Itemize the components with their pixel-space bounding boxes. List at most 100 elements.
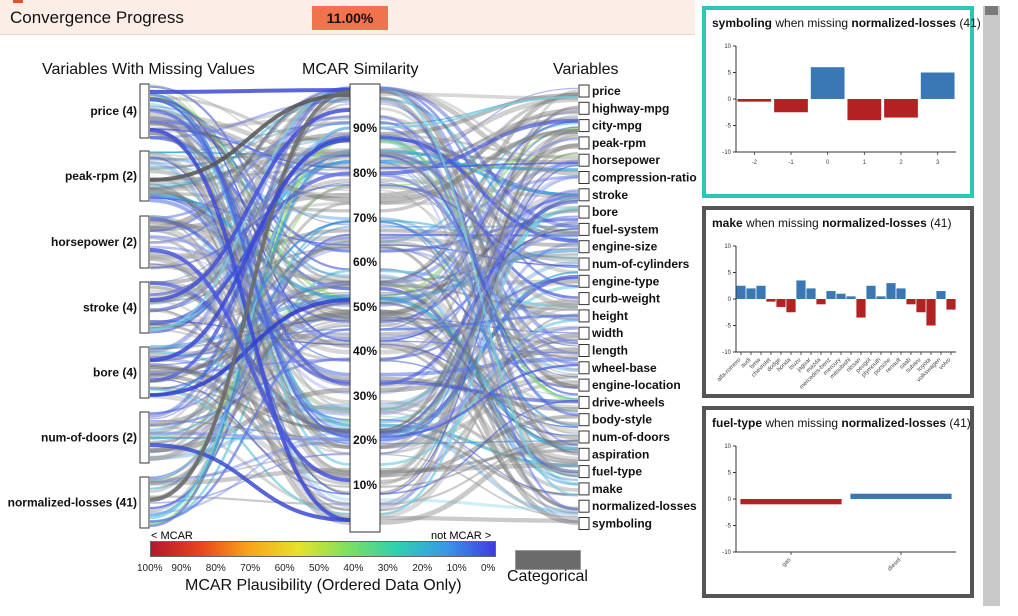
legend-tick: 60% (274, 563, 295, 574)
link-right (379, 244, 579, 511)
link-right (379, 318, 579, 447)
right-node (578, 292, 590, 306)
link-left (149, 121, 351, 244)
link-right (379, 86, 579, 497)
bar (936, 291, 946, 299)
right-var-label: stroke (592, 188, 628, 202)
link-left (149, 168, 351, 181)
y-tick-label: 5 (728, 271, 732, 277)
right-var-label: num-of-cylinders (592, 257, 690, 271)
panel-symboling[interactable]: symboling when missing normalized-losses… (702, 6, 981, 198)
link-left (149, 87, 351, 428)
bar (766, 299, 776, 302)
right-node (578, 274, 590, 288)
link-emphasis (149, 298, 351, 397)
right-var-label: highway-mpg (592, 101, 669, 115)
link-right (379, 100, 579, 446)
link-right (379, 102, 579, 371)
right-var-label: num-of-doors (592, 430, 670, 444)
x-tick-label: volvo (938, 357, 953, 372)
link-right (379, 235, 579, 262)
link-right (379, 284, 579, 311)
right-node (578, 222, 590, 236)
y-tick-label: 10 (724, 444, 731, 450)
link-left (149, 151, 351, 478)
link-left (149, 92, 351, 466)
legend-tick: 30% (377, 563, 398, 574)
link-right (379, 182, 579, 347)
header-mcar-similarity: MCAR Similarity (302, 61, 419, 78)
left-var-label: normalized-losses (41) (8, 496, 137, 510)
bar (920, 72, 955, 99)
right-node (578, 257, 590, 271)
link-right (379, 128, 579, 205)
link-left (149, 388, 351, 516)
link-left (149, 161, 351, 284)
link-left (149, 318, 351, 350)
bar (826, 291, 836, 299)
link-left (149, 337, 351, 453)
right-var-label: compression-ratio (592, 171, 697, 185)
right-var-label: wheel-base (591, 361, 657, 375)
left-node-4 (139, 346, 150, 399)
link-right (379, 149, 579, 197)
convergence-value: 11.00% (312, 6, 388, 30)
left-node-6 (139, 476, 150, 529)
x-tick-label: 0 (826, 160, 830, 166)
bar (846, 296, 856, 299)
links (149, 84, 579, 528)
link-left (149, 120, 351, 203)
link-right (379, 309, 579, 425)
link-right (379, 340, 579, 354)
link-left (149, 178, 351, 303)
bar (810, 67, 845, 99)
link-left (149, 93, 351, 434)
right-var-label: drive-wheels (592, 395, 665, 409)
left-node-3 (139, 281, 150, 334)
link-emphasis (149, 93, 351, 182)
bar (756, 285, 766, 299)
link-right (379, 220, 579, 427)
scrollbar-thumb[interactable] (985, 6, 998, 15)
link-left (149, 153, 351, 196)
legend-tick: 90% (171, 563, 192, 574)
y-tick-label: 5 (728, 471, 732, 477)
parallel-sets-chart[interactable]: 90% 80% 70% 60% 50% 40% 30% 20% 10% price (4) peak… (0, 0, 700, 540)
right-var-label: make (592, 482, 623, 496)
link-right (379, 96, 579, 129)
left-var-label: peak-rpm (2) (65, 169, 137, 183)
link-left (149, 85, 351, 271)
bar (816, 299, 826, 305)
link-right (379, 296, 579, 451)
link-right (379, 380, 579, 404)
link-right (379, 276, 579, 360)
link-left (149, 156, 351, 221)
link-right (379, 337, 579, 492)
link-right (379, 241, 579, 443)
scrollbar-track[interactable] (983, 6, 1000, 606)
link-right (379, 89, 579, 511)
left-node-2 (139, 215, 150, 269)
link-right (379, 173, 579, 365)
axis-tick-label: 50% (353, 300, 377, 314)
axis-tick-label: 80% (353, 166, 377, 180)
x-tick-label: 3 (936, 160, 940, 166)
bar (806, 288, 816, 299)
left-var-label: price (4) (90, 104, 137, 118)
link-left (149, 183, 351, 269)
bar (776, 299, 786, 307)
right-node (578, 499, 590, 513)
y-tick-label: 10 (724, 44, 731, 50)
link-right (379, 91, 579, 285)
axis-tick-label: 60% (353, 255, 377, 269)
link-right (379, 156, 579, 356)
panel-make[interactable]: make when missing normalized-losses (41)… (702, 206, 974, 398)
link-right (379, 120, 579, 477)
convergence-title: Convergence Progress (10, 8, 184, 27)
y-tick-label: -5 (726, 124, 732, 130)
panel-fuel-type[interactable]: fuel-type when missing normalized-losses… (702, 406, 974, 598)
bar (737, 99, 772, 102)
right-node (578, 171, 590, 184)
link-right (379, 88, 579, 345)
link-right (379, 175, 579, 240)
